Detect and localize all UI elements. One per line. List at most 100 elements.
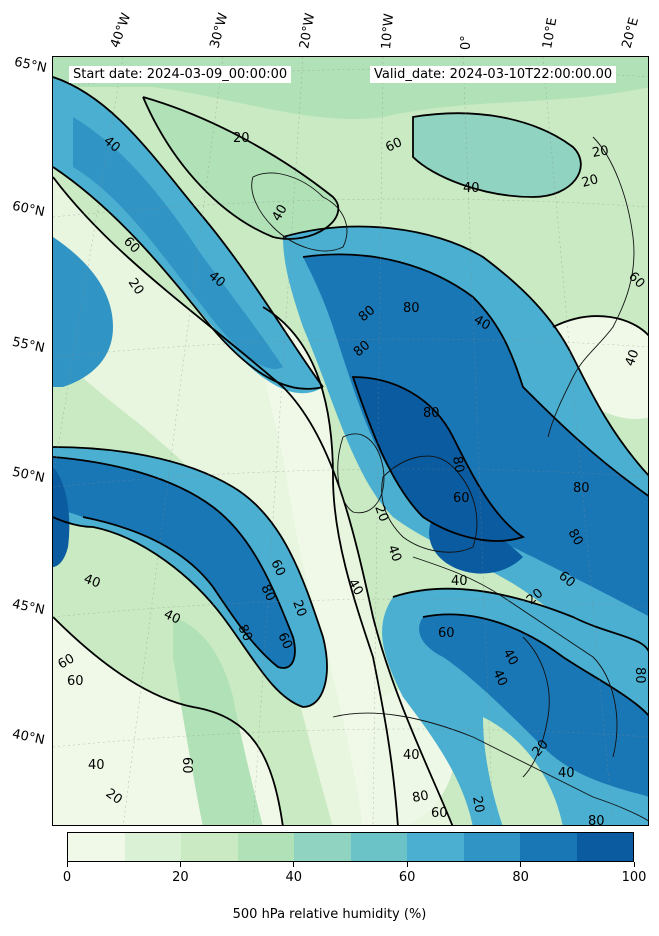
contour-label: 80 <box>423 406 440 421</box>
humidity-fill-80 <box>53 457 295 668</box>
humidity-field-map: 40 20 60 40 40 20 60 20 40 80 80 40 80 8… <box>53 57 648 826</box>
contour-label: 80 <box>565 527 586 549</box>
humidity-fill-80 <box>419 614 648 797</box>
contour-line <box>392 587 648 652</box>
graticule-line <box>372 57 384 825</box>
colorbar-label: 500 hPa relative humidity (%) <box>232 907 427 922</box>
humidity-fill-90 <box>53 467 70 567</box>
latitude-label: 65°N <box>12 54 48 77</box>
contour-line <box>53 446 328 708</box>
humidity-fill-90 <box>353 377 523 541</box>
contour-label: 80 <box>449 455 467 474</box>
humidity-fill-50 <box>413 113 581 197</box>
colorbar-segment <box>407 833 464 861</box>
contour-line <box>262 306 399 825</box>
colorbar-segment <box>350 833 407 861</box>
contour-label: 40 <box>384 543 404 564</box>
humidity-fill-10 <box>260 307 398 825</box>
colorbar-tick <box>66 862 68 867</box>
contour-label: 60 <box>267 557 288 578</box>
latitude-label: 40°N <box>10 726 46 749</box>
colorbar-segment <box>237 833 294 861</box>
latitude-label: 60°N <box>10 198 46 221</box>
contour-label: 80 <box>632 667 647 684</box>
contour-labels: 40 20 60 40 40 20 60 20 40 80 80 40 80 8… <box>56 131 648 826</box>
longitude-label: 30°W <box>207 11 232 50</box>
longitude-label: 20°E <box>619 15 643 51</box>
contour-label: 40 <box>489 667 510 688</box>
contour-line <box>282 225 648 477</box>
contour-label: 20 <box>469 795 487 814</box>
contour-label: 40 <box>463 181 480 196</box>
contour-label: 60 <box>56 651 78 672</box>
contour-label: 40 <box>451 574 468 589</box>
coastline <box>332 712 648 822</box>
contour-line <box>142 96 340 240</box>
colorbar-tick <box>406 862 408 867</box>
colorbar-tick-label: 40 <box>285 870 303 885</box>
colorbar-segment <box>181 833 238 861</box>
contour-label: 40 <box>269 202 290 224</box>
colorbar-tick-label: 80 <box>512 870 529 885</box>
contour-label: 80 <box>588 814 605 826</box>
map-panel: 40 20 60 40 40 20 60 20 40 80 80 40 80 8… <box>52 56 649 826</box>
contour-label: 40 <box>161 607 182 628</box>
coastline <box>412 556 618 758</box>
contour-label: 40 <box>82 572 103 592</box>
contour-label: 60 <box>438 626 455 641</box>
colorbar-tick-label: 60 <box>398 870 416 885</box>
contour-label: 60 <box>453 491 470 506</box>
humidity-fill-30 <box>483 717 563 825</box>
contour-label: 80 <box>234 622 255 643</box>
contour-label: 20 <box>371 503 391 524</box>
contour-label: 20 <box>289 598 309 619</box>
contour-line <box>53 76 324 388</box>
contour-line <box>552 315 648 337</box>
colorbar-tick <box>293 862 295 867</box>
longitude-label: 10°W <box>379 12 398 50</box>
longitude-label: 0° <box>459 35 474 50</box>
longitude-label: 40°W <box>107 11 135 50</box>
contour-label: 80 <box>403 301 420 316</box>
contour-label: 80 <box>257 582 278 603</box>
coastline <box>381 455 478 553</box>
contour-label: 60 <box>179 757 194 774</box>
contour-line <box>302 253 648 497</box>
start-date-label: Start date: 2024-03-09_00:00:00 <box>69 66 292 83</box>
contour-label: 40 <box>623 348 643 369</box>
coastline <box>251 172 348 252</box>
contour-line <box>53 616 284 825</box>
contour-label: 40 <box>558 766 575 781</box>
colorbar-tick-label: 0 <box>62 870 72 885</box>
contour-label: 60 <box>274 630 295 651</box>
humidity-fill-30 <box>143 97 339 239</box>
colorbar-tick-label: 100 <box>621 870 647 885</box>
colorbar-tick <box>520 862 522 867</box>
latitude-label: 55°N <box>10 334 46 357</box>
contour-label: 40 <box>345 577 366 599</box>
graticule <box>53 57 648 825</box>
contour-label: 60 <box>67 674 84 689</box>
latitude-label: 50°N <box>10 464 46 487</box>
valid-date-label: Valid_date: 2024-03-10T22:00:00.00 <box>370 66 617 83</box>
contour-label: 40 <box>471 312 493 333</box>
colorbar <box>67 832 634 862</box>
colorbar-segment <box>68 833 125 861</box>
contour-label: 60 <box>383 135 404 156</box>
humidity-fill-80 <box>303 254 648 616</box>
graticule-line <box>542 57 614 825</box>
colorbar-segment <box>463 833 520 861</box>
contour-line <box>422 613 648 717</box>
colorbar-segment <box>520 833 577 861</box>
contour-label: 60 <box>431 806 448 821</box>
coastline <box>522 636 550 778</box>
colorbar-tick <box>179 862 181 867</box>
contour-label: 40 <box>500 647 521 669</box>
longitude-label: 10°E <box>540 16 561 51</box>
humidity-fill-90 <box>429 517 523 574</box>
latitude-label: 45°N <box>10 596 46 619</box>
contour-line <box>412 112 582 198</box>
contour-label: 20 <box>591 143 610 161</box>
contour-label: 20 <box>233 131 250 146</box>
contour-label: 40 <box>88 758 105 773</box>
